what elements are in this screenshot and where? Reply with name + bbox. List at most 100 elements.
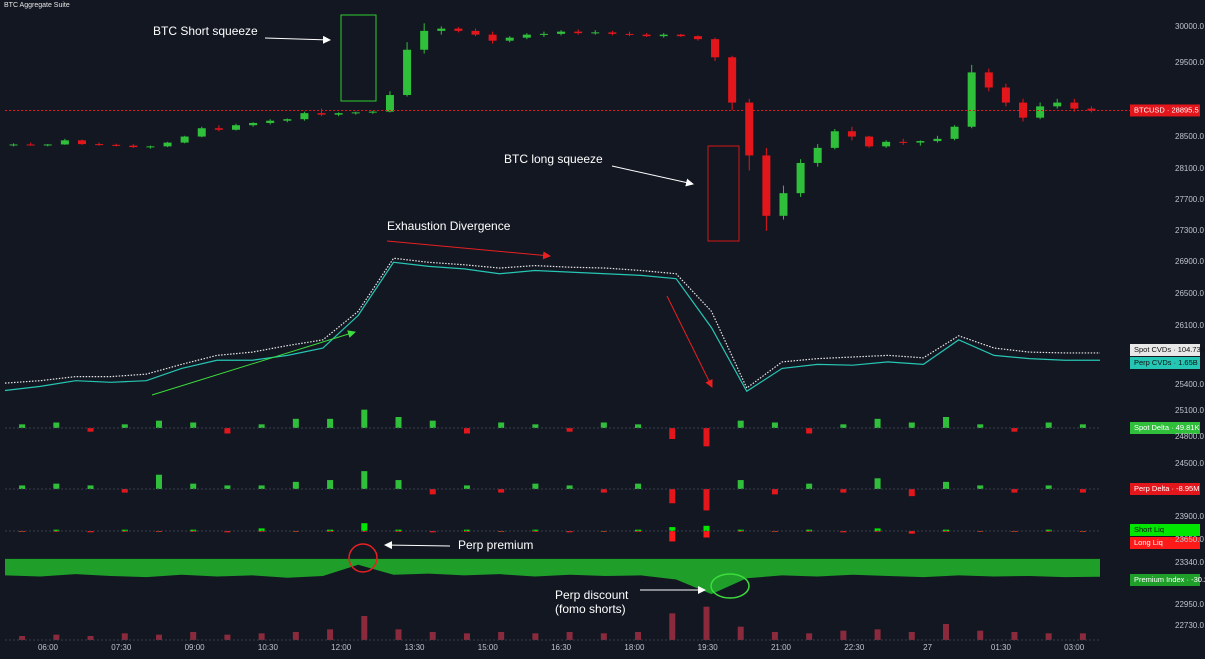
liq-bar xyxy=(943,529,950,531)
time-label: 15:00 xyxy=(478,643,499,652)
delta-bar xyxy=(806,428,813,434)
volume-bar xyxy=(737,626,744,640)
liq-bar xyxy=(806,529,813,531)
candle-body xyxy=(642,34,651,37)
delta-bar xyxy=(19,485,26,489)
cvd-line xyxy=(4,261,1100,393)
volume-bar xyxy=(635,632,642,640)
candle-body xyxy=(865,136,874,147)
arrow xyxy=(151,330,356,396)
volume-bar xyxy=(190,632,197,640)
delta-bar xyxy=(840,489,847,493)
volume-bar xyxy=(703,606,710,640)
annotation: BTC Short squeeze xyxy=(153,24,258,38)
candle-body xyxy=(471,30,480,35)
candle-body xyxy=(899,141,908,143)
time-label: 18:00 xyxy=(624,643,645,652)
volume-bar xyxy=(977,630,984,640)
axis-label: 22730.0 xyxy=(1175,621,1204,630)
delta-bar xyxy=(258,424,265,428)
candle-body xyxy=(591,32,600,34)
liq-bar xyxy=(532,531,539,532)
volume-bar xyxy=(669,613,676,640)
time-label: 06:00 xyxy=(38,643,59,652)
candle-body xyxy=(1019,102,1028,118)
liq-bar xyxy=(669,531,676,542)
liq-bar xyxy=(429,531,436,533)
delta-bar xyxy=(87,428,94,432)
volume-bar xyxy=(600,633,607,640)
candle-body xyxy=(146,146,155,148)
annotation: (fomo shorts) xyxy=(555,602,626,616)
delta-bar xyxy=(806,483,813,489)
price-badge xyxy=(1130,104,1200,117)
time-label: 16:30 xyxy=(551,643,572,652)
delta-bar xyxy=(532,424,539,428)
volume-bar xyxy=(258,633,265,640)
delta-bar xyxy=(121,424,128,428)
candle-body xyxy=(334,113,343,115)
liq-bar xyxy=(635,529,642,531)
candle-body xyxy=(9,144,18,146)
delta-bar xyxy=(977,424,984,428)
volume-bar xyxy=(1011,632,1018,640)
volume-bar xyxy=(908,632,915,640)
axis-label: 26500.0 xyxy=(1175,289,1204,298)
annotation: Perp premium xyxy=(458,538,533,552)
candle-body xyxy=(26,144,35,146)
volume-bar xyxy=(840,630,847,640)
candle-body xyxy=(574,31,583,34)
candle-body xyxy=(454,28,463,31)
time-label: 03:00 xyxy=(1064,643,1085,652)
liq-bar xyxy=(532,529,539,531)
delta-bar xyxy=(292,418,299,428)
candle-body xyxy=(762,155,771,216)
delta-bar xyxy=(224,428,231,434)
time-label: 01:30 xyxy=(991,643,1012,652)
candle-body xyxy=(231,125,240,130)
badge-label: Perp CVDs · 1.65B xyxy=(1134,358,1198,367)
volume-bar xyxy=(395,629,402,640)
delta-bar xyxy=(737,420,744,428)
badge-label: Spot CVDs · 104.73M xyxy=(1134,345,1205,354)
delta-bar xyxy=(908,489,915,497)
liq-bar xyxy=(292,531,299,532)
axis-label: 24800.0 xyxy=(1175,432,1204,441)
candle-body xyxy=(608,32,617,34)
delta-bar xyxy=(87,485,94,489)
candle-body xyxy=(950,126,959,139)
axis-label: 27300.0 xyxy=(1175,226,1204,235)
axis-label: 26900.0 xyxy=(1175,257,1204,266)
time-label: 22:30 xyxy=(844,643,865,652)
volume-bar xyxy=(327,629,334,640)
cvd-line xyxy=(4,257,1100,389)
axis-label: 26100.0 xyxy=(1175,321,1204,330)
candle-body xyxy=(796,162,805,194)
badge-label: Short Liq xyxy=(1134,525,1164,534)
axis-label: 23650.0 xyxy=(1175,535,1204,544)
price-badge xyxy=(1130,344,1200,356)
volume-bar xyxy=(566,632,573,640)
candle-body xyxy=(625,33,634,35)
delta-bar xyxy=(327,418,334,428)
candle-body xyxy=(745,102,754,156)
delta-bar xyxy=(840,424,847,428)
delta-bar xyxy=(395,417,402,428)
price-badge xyxy=(1130,483,1200,495)
time-label: 10:30 xyxy=(258,643,279,652)
delta-bar xyxy=(53,422,60,428)
liq-bar xyxy=(703,525,710,531)
time-label: 19:30 xyxy=(698,643,719,652)
candle-body xyxy=(967,72,976,127)
window-title: BTC Aggregate Suite xyxy=(4,2,70,9)
liq-bar xyxy=(874,528,881,531)
volume-bar xyxy=(806,633,813,640)
candle-body xyxy=(1036,106,1045,118)
candle-body xyxy=(711,39,720,58)
candle-body xyxy=(403,49,412,96)
badge-label: Premium Index · -30.28 xyxy=(1134,575,1205,584)
delta-bar xyxy=(155,474,162,489)
price-badge xyxy=(1130,574,1200,586)
candle-body xyxy=(300,113,309,120)
